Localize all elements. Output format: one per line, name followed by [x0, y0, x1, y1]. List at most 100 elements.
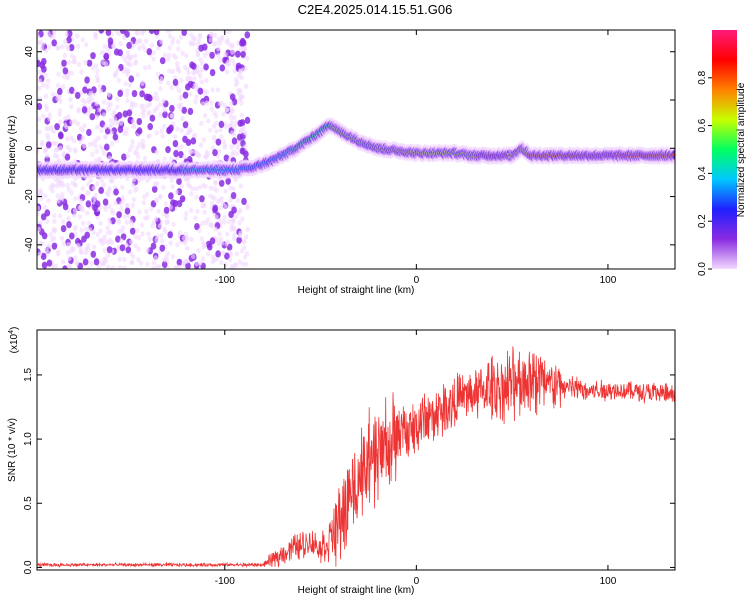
noise-point [72, 118, 77, 124]
noise-point [106, 264, 111, 269]
noise-point [110, 265, 116, 269]
noise-point [157, 223, 163, 229]
noise-point [193, 215, 198, 221]
noise-point [179, 128, 184, 134]
noise-point [209, 69, 216, 77]
noise-point [129, 239, 134, 245]
noise-point [55, 193, 61, 199]
noise-point [115, 235, 121, 243]
noise-point [121, 197, 126, 203]
noise-point [64, 31, 69, 37]
noise-point [208, 193, 213, 199]
noise-point [88, 105, 94, 112]
noise-point [233, 214, 238, 220]
noise-point [41, 82, 46, 88]
noise-point [37, 251, 42, 257]
noise-point [237, 119, 244, 127]
noise-point [188, 148, 193, 154]
noise-point [155, 234, 160, 240]
noise-point [132, 123, 137, 130]
noise-point [71, 59, 76, 65]
noise-point [99, 49, 104, 56]
noise-point [102, 112, 107, 118]
noise-point [217, 231, 222, 237]
noise-point [217, 101, 223, 107]
noise-point [135, 145, 140, 151]
noise-point [192, 76, 197, 82]
noise-point [86, 266, 91, 269]
noise-point [98, 228, 103, 234]
noise-point [140, 80, 145, 87]
noise-point [46, 30, 51, 36]
noise-point [131, 182, 136, 188]
noise-point [175, 39, 181, 45]
noise-point [37, 85, 42, 91]
noise-point [42, 148, 47, 154]
noise-point [63, 39, 68, 45]
noise-point [161, 98, 166, 104]
noise-point [69, 232, 75, 240]
noise-point [239, 112, 244, 118]
noise-point [202, 112, 208, 119]
noise-point [56, 251, 61, 257]
noise-point [182, 121, 189, 129]
noise-point [218, 179, 225, 187]
noise-point [205, 50, 210, 56]
noise-point [108, 117, 114, 124]
noise-point [115, 67, 121, 73]
noise-point [207, 127, 213, 133]
noise-point [60, 259, 66, 265]
noise-point [237, 220, 242, 226]
noise-point [174, 189, 179, 195]
noise-point [37, 59, 41, 68]
noise-point [156, 45, 161, 51]
noise-point [141, 142, 146, 148]
noise-point [165, 219, 170, 225]
noise-point [102, 43, 107, 49]
noise-point [169, 104, 175, 113]
noise-point [97, 83, 103, 89]
noise-point [119, 206, 124, 212]
noise-point [222, 144, 227, 150]
noise-point [146, 111, 151, 117]
noise-point [232, 68, 237, 74]
noise-point [161, 260, 168, 269]
noise-point [47, 44, 52, 50]
noise-point [136, 235, 142, 241]
noise-point [243, 234, 249, 240]
noise-point [69, 86, 75, 94]
noise-point [58, 132, 64, 140]
noise-point [94, 148, 99, 154]
noise-point [102, 99, 107, 105]
noise-point [214, 187, 219, 193]
noise-point [225, 177, 231, 185]
noise-point [45, 132, 50, 138]
noise-point [124, 92, 130, 98]
noise-point [149, 206, 154, 212]
noise-point [238, 68, 243, 74]
noise-point [212, 149, 218, 157]
noise-point [120, 228, 125, 234]
noise-point [185, 138, 192, 147]
noise-point [67, 59, 72, 65]
noise-point [107, 155, 113, 161]
noise-point [44, 125, 49, 132]
noise-point [103, 206, 108, 212]
noise-point [145, 191, 150, 198]
noise-point [107, 37, 114, 45]
noise-point [162, 52, 168, 58]
noise-point [245, 203, 250, 209]
noise-point [128, 75, 135, 83]
noise-point [66, 242, 71, 248]
noise-point [145, 214, 150, 220]
noise-point [163, 257, 168, 263]
noise-point [164, 213, 169, 219]
noise-point [135, 39, 140, 46]
noise-point [198, 142, 204, 148]
noise-point [48, 185, 53, 191]
noise-point [133, 243, 138, 249]
noise-point [154, 264, 159, 269]
noise-point [133, 102, 138, 108]
noise-point [78, 245, 84, 251]
noise-point [217, 148, 222, 155]
